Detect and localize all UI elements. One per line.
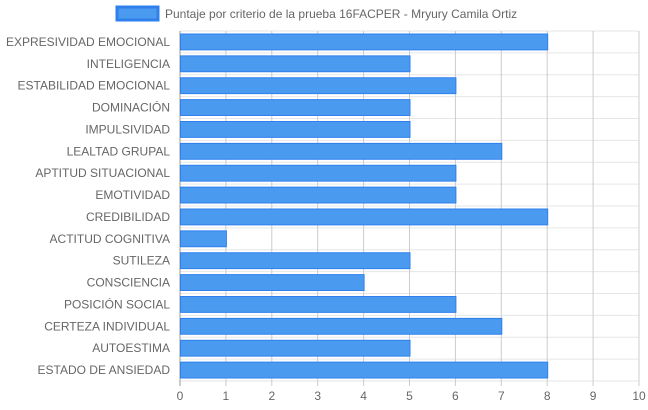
bar[interactable] — [180, 208, 549, 226]
bars — [180, 33, 549, 379]
x-tick-label: 6 — [452, 389, 459, 403]
legend-label: Puntaje por criterio de la prueba 16FACP… — [165, 7, 517, 21]
x-tick-label: 10 — [632, 389, 646, 403]
y-tick-label: EMOTIVIDAD — [95, 188, 170, 202]
bar[interactable] — [180, 274, 365, 291]
bar[interactable] — [180, 33, 549, 51]
x-tick-label: 1 — [223, 389, 230, 403]
bar[interactable] — [180, 252, 411, 270]
bar[interactable] — [180, 230, 227, 248]
y-tick-label: LEALTAD GRUPAL — [67, 144, 171, 158]
x-tick-label: 8 — [544, 389, 551, 403]
bar[interactable] — [180, 186, 457, 204]
bar[interactable] — [180, 361, 549, 379]
y-tick-label: CONSCIENCIA — [87, 276, 170, 290]
bar[interactable] — [180, 164, 457, 182]
y-tick-label: APTITUD SITUACIONAL — [35, 166, 170, 180]
y-tick-label: EXPRESIVIDAD EMOCIONAL — [6, 35, 170, 49]
y-tick-label: DOMINACIÓN — [92, 100, 170, 115]
y-tick-label: SUTILEZA — [113, 254, 170, 268]
x-axis-labels: 0 1 2 3 4 5 6 7 8 9 10 — [177, 389, 646, 403]
y-tick-label: INTELIGENCIA — [87, 57, 170, 71]
y-axis-labels: EXPRESIVIDAD EMOCIONAL INTELIGENCIA ESTABI… — [6, 35, 170, 377]
bar[interactable] — [180, 55, 411, 73]
legend[interactable]: Puntaje por criterio de la prueba 16FACP… — [115, 5, 517, 22]
legend-swatch — [115, 5, 160, 22]
bar[interactable] — [180, 142, 503, 160]
bar[interactable] — [180, 77, 457, 95]
y-tick-label: POSICIÓN SOCIAL — [64, 296, 170, 311]
y-tick-label: ESTADO DE ANSIEDAD — [38, 363, 171, 377]
bar[interactable] — [180, 121, 411, 138]
y-tick-label: ESTABILIDAD EMOCIONAL — [18, 79, 171, 93]
y-tick-label: CERTEZA INDIVIDUAL — [44, 319, 170, 333]
y-tick-label: ACTITUD COGNITIVA — [50, 232, 170, 246]
x-tick-label: 5 — [406, 389, 413, 403]
x-tick-label: 4 — [360, 389, 367, 403]
x-tick-label: 2 — [268, 389, 275, 403]
x-tick-label: 3 — [314, 389, 321, 403]
bar[interactable] — [180, 296, 457, 313]
bar[interactable] — [180, 339, 411, 357]
y-tick-label: IMPULSIVIDAD — [85, 122, 170, 136]
y-tick-label: CREDIBILIDAD — [86, 210, 170, 224]
y-tick-label: AUTOESTIMA — [92, 341, 170, 355]
x-tick-label: 7 — [498, 389, 505, 403]
x-tick-label: 9 — [590, 389, 597, 403]
bar[interactable] — [180, 317, 503, 335]
bar[interactable] — [180, 99, 411, 116]
x-tick-label: 0 — [177, 389, 184, 403]
